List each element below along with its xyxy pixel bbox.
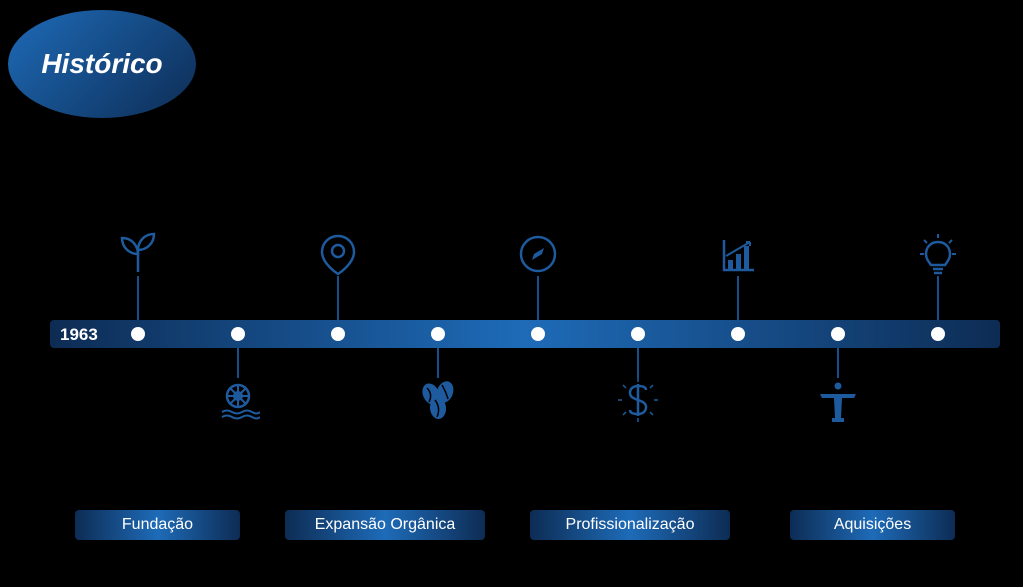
connector-line	[637, 348, 639, 378]
connector-line	[437, 348, 439, 378]
connector-line	[337, 276, 339, 320]
chart-icon	[716, 232, 760, 276]
phase-label: Expansão Orgânica	[315, 516, 456, 534]
year-label: 1963	[60, 325, 98, 345]
connector-line	[537, 276, 539, 320]
connector-line	[837, 348, 839, 378]
phase-box: Expansão Orgânica	[285, 510, 485, 540]
timeline-dot	[831, 327, 845, 341]
phase-label: Aquisições	[834, 516, 911, 534]
statue-icon	[816, 378, 860, 422]
timeline-dot	[131, 327, 145, 341]
connector-line	[137, 276, 139, 320]
timeline-dot	[631, 327, 645, 341]
title-text: Histórico	[41, 48, 162, 80]
phase-box: Fundação	[75, 510, 240, 540]
sprout-icon	[116, 232, 160, 276]
timeline-dot	[531, 327, 545, 341]
timeline-dot	[931, 327, 945, 341]
phase-label: Fundação	[122, 516, 193, 534]
compass-icon	[516, 232, 560, 276]
waterwheel-icon	[216, 378, 260, 422]
connector-line	[937, 276, 939, 320]
timeline-bar	[50, 320, 1000, 348]
timeline-dot	[731, 327, 745, 341]
phase-box: Aquisições	[790, 510, 955, 540]
timeline-dot	[331, 327, 345, 341]
timeline-dot	[431, 327, 445, 341]
pin-icon	[316, 232, 360, 276]
timeline-dot	[231, 327, 245, 341]
connector-line	[237, 348, 239, 378]
connector-line	[737, 276, 739, 320]
bulb-icon	[916, 232, 960, 276]
phase-label: Profissionalização	[566, 516, 695, 534]
dollar-icon	[616, 378, 660, 422]
phase-box: Profissionalização	[530, 510, 730, 540]
beans-icon	[416, 378, 460, 422]
title-badge: Histórico	[8, 10, 196, 118]
